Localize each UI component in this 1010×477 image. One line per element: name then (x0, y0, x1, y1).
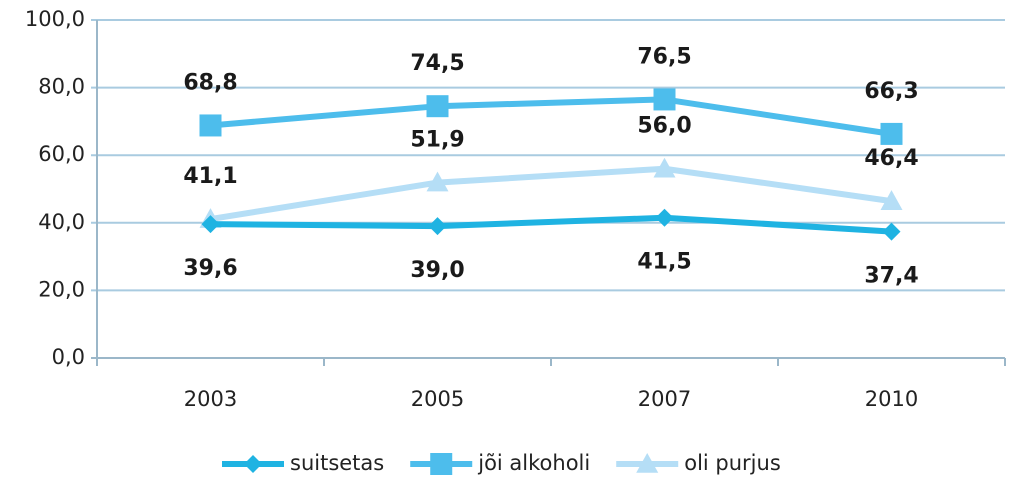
marker (880, 122, 903, 145)
marker (430, 453, 453, 475)
legend-label: oli purjus (684, 451, 781, 475)
series-line (210, 96, 892, 137)
y-tick-label: 80,0 (38, 75, 85, 99)
series-line (210, 214, 892, 235)
y-tick-label: 60,0 (38, 142, 85, 166)
x-tick-label: 2003 (184, 387, 237, 411)
data-label: 37,4 (864, 264, 918, 289)
marker (199, 114, 222, 137)
marker (882, 222, 901, 241)
marker (653, 157, 676, 178)
marker (636, 453, 659, 473)
legend-label: suitsetas (290, 451, 384, 475)
x-tick-label: 2005 (411, 387, 464, 411)
marker (244, 455, 262, 473)
data-label: 41,1 (183, 164, 237, 189)
data-label: 51,9 (410, 128, 464, 153)
data-label: 39,6 (183, 256, 237, 281)
marker (655, 208, 674, 227)
marker (201, 215, 220, 234)
y-tick-label: 0,0 (52, 345, 85, 369)
x-tick-label: 2007 (638, 387, 691, 411)
marker (426, 95, 449, 118)
marker (426, 171, 449, 192)
data-label: 74,5 (410, 51, 464, 76)
marker (428, 217, 447, 236)
x-tick-label: 2010 (865, 387, 918, 411)
y-tick-label: 40,0 (38, 210, 85, 234)
y-tick-label: 20,0 (38, 277, 85, 301)
data-label: 39,0 (410, 258, 464, 283)
data-label: 66,3 (864, 79, 918, 104)
data-label: 68,8 (183, 70, 237, 95)
data-label: 41,5 (637, 250, 691, 275)
data-label: 46,4 (864, 146, 918, 171)
marker (880, 190, 903, 210)
data-label: 76,5 (637, 44, 691, 69)
legend-label: jõi alkoholi (477, 451, 590, 475)
marker (653, 88, 676, 111)
series-line (210, 165, 892, 223)
y-tick-label: 100,0 (25, 7, 85, 31)
data-label: 56,0 (637, 114, 691, 139)
